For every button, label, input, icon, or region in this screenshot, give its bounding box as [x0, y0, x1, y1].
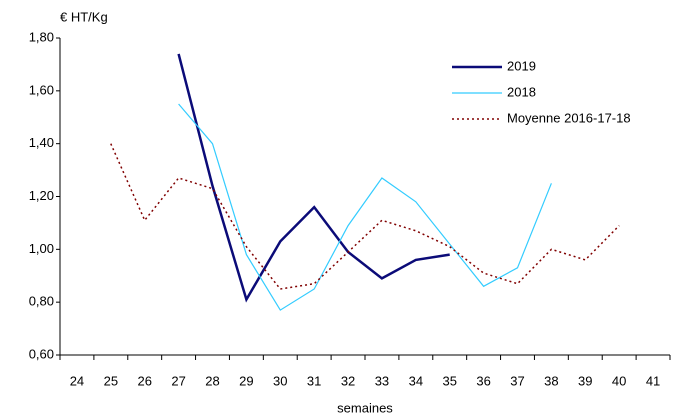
- x-tick-label: 25: [104, 373, 118, 388]
- x-tick-label: 31: [307, 373, 321, 388]
- x-tick-label: 32: [341, 373, 355, 388]
- legend-label: 2019: [507, 58, 536, 73]
- legend-label: 2018: [507, 84, 536, 99]
- x-tick-label: 24: [70, 373, 84, 388]
- y-tick-label: 1,40: [29, 135, 54, 150]
- y-tick-label: 1,80: [29, 29, 54, 44]
- x-tick-label: 35: [442, 373, 456, 388]
- x-tick-label: 26: [137, 373, 151, 388]
- y-tick-label: 0,80: [29, 294, 54, 309]
- series-line: [177, 53, 450, 303]
- y-tick-label: 1,20: [29, 188, 54, 203]
- x-tick-label: 34: [409, 373, 423, 388]
- x-tick-label: 30: [273, 373, 287, 388]
- x-tick-label: 33: [375, 373, 389, 388]
- x-axis-label: semaines: [337, 400, 393, 415]
- x-tick-label: 36: [476, 373, 490, 388]
- y-tick-label: 1,60: [29, 82, 54, 97]
- x-tick-label: 39: [578, 373, 592, 388]
- y-tick-label: 0,60: [29, 346, 54, 361]
- x-tick-label: 41: [646, 373, 660, 388]
- y-axis-label: € HT/Kg: [60, 9, 108, 24]
- series-line: [110, 143, 620, 290]
- x-tick-label: 37: [510, 373, 524, 388]
- series-line: [178, 103, 552, 311]
- y-tick-label: 1,00: [29, 241, 54, 256]
- x-tick-label: 38: [544, 373, 558, 388]
- x-tick-label: 28: [205, 373, 219, 388]
- legend-label: Moyenne 2016-17-18: [507, 110, 631, 125]
- x-tick-label: 40: [612, 373, 626, 388]
- x-tick-label: 29: [239, 373, 253, 388]
- x-tick-label: 27: [171, 373, 185, 388]
